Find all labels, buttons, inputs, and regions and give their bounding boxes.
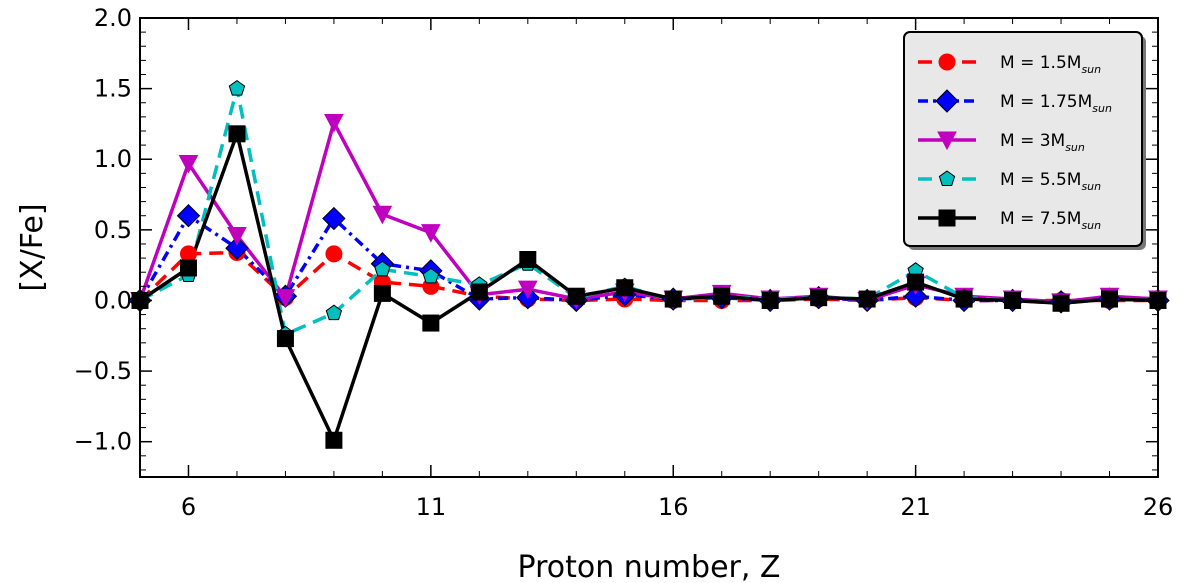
- y-tick-label: −1.0: [74, 428, 132, 456]
- data-point: [374, 260, 391, 277]
- data-point: [907, 273, 925, 291]
- legend-marker: [938, 170, 956, 186]
- data-point: [324, 114, 344, 133]
- data-point: [372, 205, 393, 225]
- data-point: [422, 314, 440, 332]
- legend-marker: [938, 209, 956, 227]
- legend-marker: [937, 131, 957, 151]
- data-point: [1004, 291, 1022, 309]
- plot-lines: [138, 86, 1159, 443]
- y-tick-label: 1.0: [94, 145, 132, 173]
- data-point: [228, 79, 246, 96]
- data-point: [664, 290, 682, 308]
- data-point: [616, 279, 634, 297]
- data-point: [227, 226, 247, 246]
- y-tick-label: 1.5: [94, 75, 132, 103]
- x-tick-label: 21: [900, 493, 931, 521]
- data-point: [325, 431, 343, 449]
- data-point: [810, 289, 828, 307]
- plot-markers: [128, 79, 1170, 449]
- data-point: [1101, 290, 1119, 308]
- x-tick-label: 11: [416, 493, 447, 521]
- legend: M = 1.5Msun M = 1.75Msun M = 3Msun M = 5.5M…: [903, 31, 1146, 250]
- data-point: [1052, 294, 1070, 312]
- data-point: [517, 280, 538, 300]
- y-axis-title: [X/Fe]: [15, 203, 50, 291]
- data-point: [422, 267, 440, 284]
- data-point: [179, 245, 197, 263]
- data-point: [325, 245, 343, 263]
- legend-marker: [938, 53, 956, 71]
- y-tick-label: 2.0: [94, 4, 132, 32]
- data-point: [761, 291, 779, 309]
- x-tick-label: 26: [1143, 493, 1174, 521]
- x-tick-label: 16: [658, 493, 689, 521]
- legend-entry-label: M = 3Msun: [1000, 131, 1085, 154]
- y-tick-label: 0.5: [94, 216, 132, 244]
- data-point: [179, 259, 197, 277]
- data-point: [713, 287, 731, 305]
- data-point: [178, 154, 199, 174]
- x-tick-label: 6: [181, 493, 196, 521]
- axis-ticks: [139, 17, 1159, 477]
- data-point: [176, 204, 201, 228]
- legend-box: [903, 31, 1143, 247]
- data-point: [322, 206, 346, 231]
- data-point: [225, 236, 249, 260]
- data-point: [421, 224, 441, 243]
- legend-entry-label: M = 7.5Msun: [1000, 209, 1101, 232]
- series-line: [139, 132, 1159, 443]
- data-point: [275, 289, 296, 308]
- x-axis-title: Proton number, Z: [518, 550, 781, 583]
- data-point: [325, 304, 343, 321]
- tick-labels: 6 11 16 21 26 −1.0 −0.5 0.0 0.5 1.0 1.5 2.0: [74, 4, 1174, 521]
- data-point: [903, 284, 928, 308]
- legend-entry-label: M = 5.5Msun: [1000, 170, 1101, 193]
- data-point: [373, 284, 391, 302]
- data-point: [228, 125, 246, 143]
- data-point: [276, 330, 294, 348]
- data-point: [470, 283, 488, 301]
- plot-frame: [139, 17, 1159, 478]
- y-tick-label: −0.5: [74, 357, 132, 385]
- y-tick-label: 0.0: [94, 286, 132, 314]
- legend-marker: [935, 89, 959, 113]
- data-point: [858, 290, 876, 308]
- legend-entry-label: M = 1.75Msun: [1000, 92, 1112, 115]
- data-point: [519, 251, 537, 269]
- data-point: [567, 287, 585, 305]
- legend-entry-label: M = 1.5Msun: [1000, 53, 1101, 76]
- data-point: [955, 290, 973, 308]
